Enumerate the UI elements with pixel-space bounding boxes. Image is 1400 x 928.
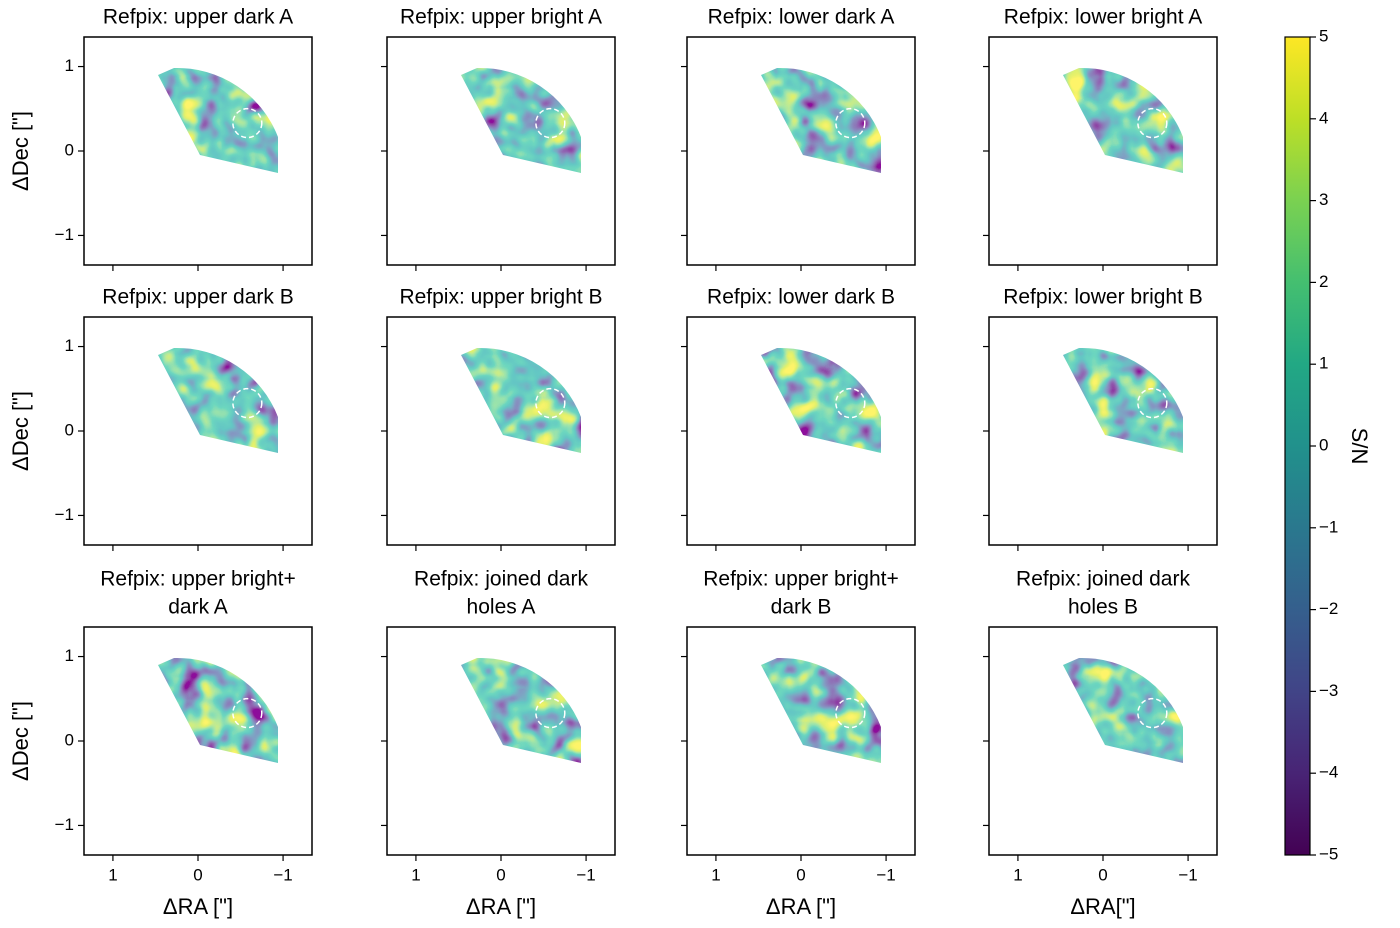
- sn-map: [461, 67, 581, 173]
- sn-map: [761, 67, 881, 173]
- aperture: [535, 387, 566, 419]
- x-tick-label: −1: [1178, 865, 1197, 884]
- colorbar: [1284, 36, 1311, 856]
- y-tick-label: 1: [65, 646, 74, 665]
- sn-map: [1063, 67, 1183, 173]
- y-tick-label: 1: [65, 336, 74, 355]
- panel-title: holes B: [1068, 596, 1138, 619]
- x-tick-label: 1: [1013, 865, 1022, 884]
- x-tick-label: −1: [273, 865, 292, 884]
- x-axis-label: ΔRA ["]: [163, 894, 233, 919]
- y-tick-label: −1: [55, 225, 74, 244]
- panel-title: Refpix: upper bright A: [400, 6, 602, 29]
- sn-map-image: [1063, 657, 1183, 763]
- aperture: [232, 387, 263, 419]
- panel-title: Refpix: upper bright B: [399, 286, 602, 309]
- x-axis-label: ΔRA["]: [1070, 894, 1135, 919]
- panel-title: Refpix: lower dark A: [708, 6, 895, 29]
- x-tick-label: −1: [876, 865, 895, 884]
- colorbar-tick-label: −3: [1319, 681, 1338, 700]
- y-tick-label: 0: [65, 140, 74, 159]
- aperture: [835, 107, 866, 139]
- x-tick-label: 1: [108, 865, 117, 884]
- panel-title: Refpix: upper bright+: [100, 568, 296, 591]
- sn-map: [158, 657, 278, 763]
- sn-map-image: [761, 67, 881, 173]
- sn-map: [1063, 657, 1183, 763]
- sn-map-image: [761, 657, 881, 763]
- panel-title: holes A: [467, 596, 536, 619]
- aperture: [535, 107, 566, 139]
- aperture: [835, 387, 866, 419]
- sn-map-image: [158, 657, 278, 763]
- sn-map: [761, 347, 881, 453]
- aperture: [1137, 697, 1168, 729]
- panel-title: Refpix: lower dark B: [707, 286, 895, 309]
- y-axis-label: ΔDec ["]: [8, 111, 33, 191]
- x-tick-label: 0: [1098, 865, 1107, 884]
- sn-map-image: [1063, 67, 1183, 173]
- x-axis-label: ΔRA ["]: [766, 894, 836, 919]
- panel-title: Refpix: joined dark: [1016, 568, 1190, 591]
- panel-title: Refpix: upper dark B: [102, 286, 293, 309]
- sn-map-image: [158, 347, 278, 453]
- sn-map: [1063, 347, 1183, 453]
- panel-title: Refpix: lower bright B: [1003, 286, 1203, 309]
- sn-map-image: [461, 347, 581, 453]
- y-axis-label: ΔDec ["]: [8, 701, 33, 781]
- panel-title: Refpix: upper bright+: [703, 568, 899, 591]
- x-tick-label: 0: [496, 865, 505, 884]
- panel-title: Refpix: joined dark: [414, 568, 588, 591]
- sn-map: [158, 67, 278, 173]
- colorbar-label: S/N: [1347, 428, 1372, 465]
- panel-title: dark B: [771, 596, 832, 619]
- panel-title: dark A: [168, 596, 228, 619]
- y-tick-label: −1: [55, 505, 74, 524]
- aperture: [1137, 107, 1168, 139]
- y-tick-label: 0: [65, 420, 74, 439]
- panel-title: Refpix: lower bright A: [1004, 6, 1202, 29]
- x-tick-label: 0: [796, 865, 805, 884]
- sn-map-image: [461, 657, 581, 763]
- sn-map: [158, 347, 278, 453]
- x-tick-label: 0: [193, 865, 202, 884]
- y-tick-label: −1: [55, 815, 74, 834]
- aperture: [232, 107, 263, 139]
- x-tick-label: 1: [411, 865, 420, 884]
- aperture: [1137, 387, 1168, 419]
- sn-map: [461, 657, 581, 763]
- aperture: [535, 697, 566, 729]
- x-tick-label: −1: [576, 865, 595, 884]
- sn-map-image: [158, 67, 278, 173]
- x-axis-label: ΔRA ["]: [466, 894, 536, 919]
- colorbar-tick-label: −2: [1319, 599, 1338, 618]
- y-tick-label: 1: [65, 56, 74, 75]
- aperture: [835, 697, 866, 729]
- sn-map: [761, 657, 881, 763]
- colorbar-tick-label: −1: [1319, 517, 1338, 536]
- y-axis-label: ΔDec ["]: [8, 391, 33, 471]
- sn-map-image: [461, 67, 581, 173]
- colorbar-tick-label: 1: [1319, 354, 1328, 373]
- sn-map-image: [761, 347, 881, 453]
- colorbar-tick-label: −4: [1319, 763, 1338, 782]
- y-tick-label: 0: [65, 730, 74, 749]
- x-tick-label: 1: [711, 865, 720, 884]
- colorbar-tick-label: 3: [1319, 190, 1328, 209]
- sn-map: [461, 347, 581, 453]
- aperture: [232, 697, 263, 729]
- colorbar-tick-label: 4: [1319, 108, 1328, 127]
- colorbar-tick-label: 5: [1319, 26, 1328, 45]
- colorbar-tick-label: 2: [1319, 272, 1328, 291]
- colorbar-tick-label: 0: [1319, 435, 1328, 454]
- colorbar-tick-label: −5: [1319, 844, 1338, 863]
- sn-map-image: [1063, 347, 1183, 453]
- panel-title: Refpix: upper dark A: [103, 6, 293, 29]
